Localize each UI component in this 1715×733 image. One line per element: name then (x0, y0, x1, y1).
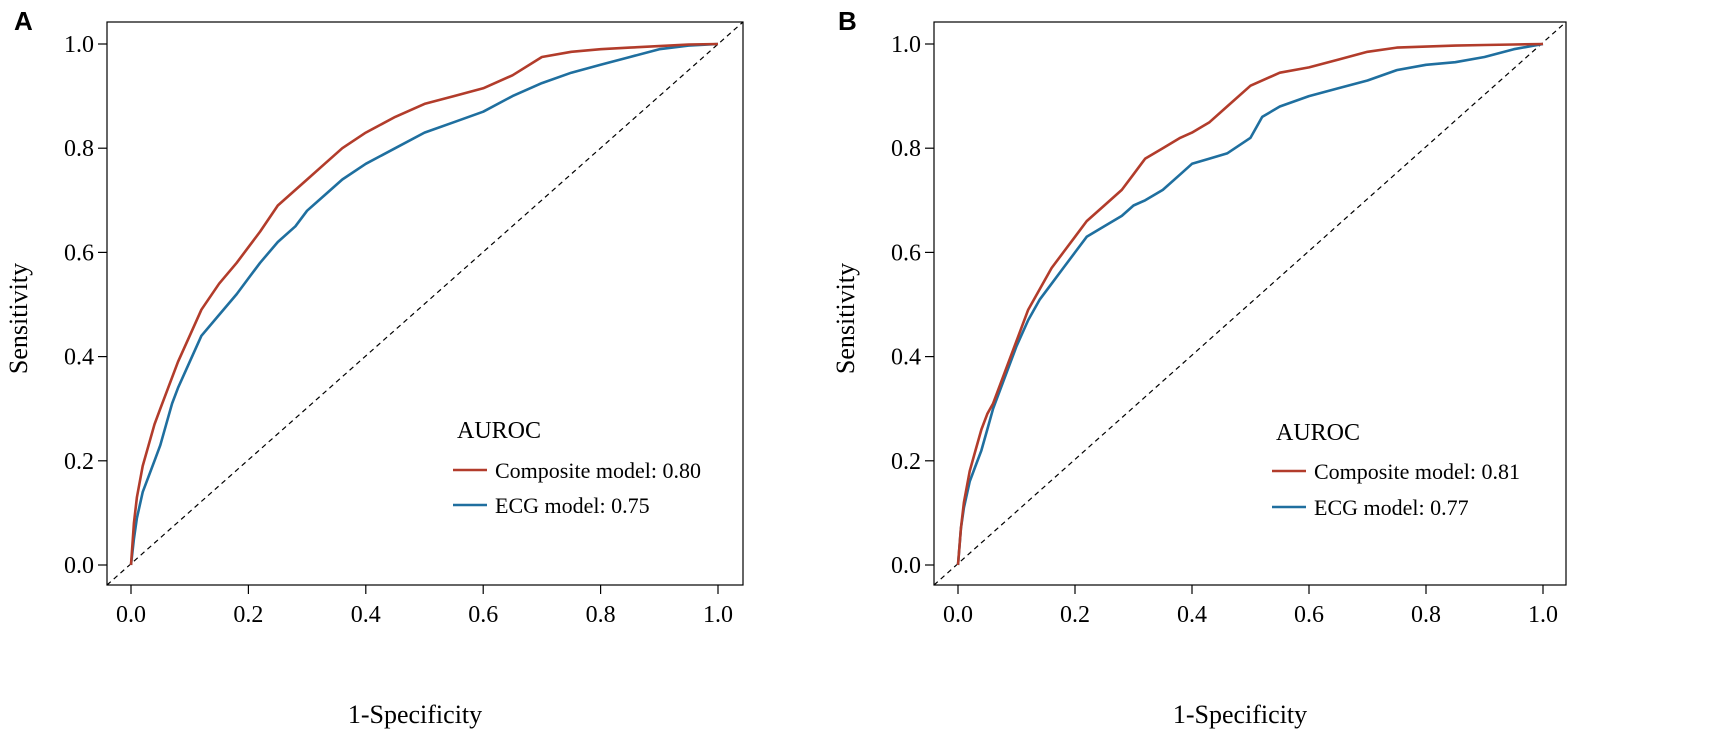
y-axis-label: Sensitivity (4, 263, 33, 374)
composite-roc-curve (956, 42, 1544, 566)
legend-title: AUROC (457, 418, 541, 444)
y-tick-label: 0.0 (64, 553, 94, 579)
y-tick-label: 0.2 (891, 449, 921, 475)
composite-legend-label: Composite model: 0.80 (495, 458, 701, 483)
composite-roc-curve (129, 42, 719, 566)
y-tick-label: 1.0 (64, 32, 94, 58)
x-tick-label: 0.2 (233, 602, 263, 628)
legend: AUROC Composite model: 0.81 ECG model: 0.7… (1272, 420, 1520, 520)
y-tick-label: 0.6 (891, 240, 921, 266)
ecg-roc-curve (129, 42, 719, 566)
ecg-legend-label: ECG model: 0.77 (1314, 495, 1469, 520)
y-tick-label: 1.0 (891, 32, 921, 58)
x-tick-label: 0.8 (1411, 602, 1441, 628)
x-tick-label: 0.6 (468, 602, 498, 628)
legend: AUROC Composite model: 0.80 ECG model: 0.7… (453, 418, 701, 518)
plot-frame (933, 21, 1567, 586)
x-tick-label: 0.2 (1060, 602, 1090, 628)
reference-diagonal (933, 21, 1567, 586)
y-axis-label: Sensitivity (831, 263, 860, 374)
x-tick-label: 1.0 (1528, 602, 1558, 628)
x-tick-label: 0.8 (586, 602, 616, 628)
x-tick-label: 1.0 (703, 602, 733, 628)
x-tick-label: 0.4 (1177, 602, 1207, 628)
ecg-legend-label: ECG model: 0.75 (495, 493, 650, 518)
roc-panel-a: A 0.0 0.2 0.4 0.6 0.8 1.0 0.0 0.2 0.4 0.6 0.8 1.0 1-S… (4, 6, 744, 729)
y-tick-label: 0.4 (891, 345, 921, 371)
x-tick-label: 0.6 (1294, 602, 1324, 628)
composite-legend-label: Composite model: 0.81 (1314, 459, 1520, 484)
x-axis-label: 1-Specificity (348, 700, 482, 729)
panel-letter: A (14, 6, 33, 36)
x-tick-label: 0.4 (351, 602, 381, 628)
panel-letter: B (838, 6, 857, 36)
legend-title: AUROC (1276, 420, 1360, 446)
x-tick-label: 0.0 (116, 602, 146, 628)
ecg-roc-curve (956, 42, 1544, 566)
x-axis-label: 1-Specificity (1173, 700, 1307, 729)
y-tick-label: 0.8 (64, 136, 94, 162)
y-tick-label: 0.2 (64, 449, 94, 475)
x-tick-label: 0.0 (943, 602, 973, 628)
roc-panel-b: B 0.0 0.2 0.4 0.6 0.8 1.0 0.0 0.2 0.4 0.6 0.8 1.0 1-S… (831, 6, 1567, 729)
reference-diagonal (106, 21, 744, 586)
plot-frame (106, 21, 744, 586)
y-tick-label: 0.8 (891, 136, 921, 162)
y-tick-label: 0.4 (64, 345, 94, 371)
y-tick-label: 0.6 (64, 240, 94, 266)
y-tick-label: 0.0 (891, 553, 921, 579)
